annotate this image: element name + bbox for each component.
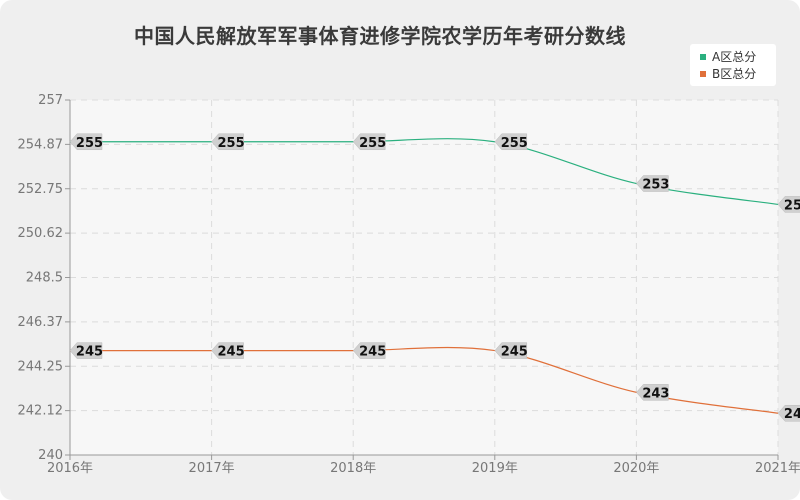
y-tick-label: 252.75: [18, 182, 64, 197]
data-label: 253: [642, 178, 669, 193]
y-tick-label: 248.5: [26, 271, 63, 286]
data-label-tag: [777, 404, 800, 422]
data-label: 252: [784, 198, 800, 213]
y-tick-label: 254.87: [18, 137, 64, 152]
y-tick-label: 242.12: [18, 404, 64, 419]
data-label: 243: [642, 386, 669, 401]
data-label-tag: [494, 342, 528, 359]
y-tick-label: 250.62: [18, 226, 64, 241]
x-tick-label: 2020年: [613, 461, 659, 476]
y-tick-label: 246.37: [18, 315, 64, 330]
x-tick-label: 2017年: [189, 461, 235, 476]
data-label-tag: [494, 133, 528, 151]
legend-swatch-a: [700, 53, 706, 60]
legend-label-a: A区总分: [712, 50, 757, 64]
data-label: 255: [218, 136, 245, 151]
legend-item-b: B区总分: [700, 66, 756, 82]
data-label: 245: [76, 345, 103, 360]
x-tick-label: 2019年: [472, 461, 518, 476]
data-label-tag: [352, 342, 386, 359]
y-tick-label: 257: [38, 93, 63, 108]
data-label-tag: [352, 133, 386, 151]
legend-swatch-b: [700, 70, 706, 77]
data-label-tag: [69, 133, 103, 151]
data-label-tag: [636, 384, 669, 401]
data-label: 245: [501, 345, 528, 360]
data-label-tag: [636, 175, 669, 192]
legend-item-a: A区总分: [700, 49, 756, 65]
data-label: 245: [218, 345, 245, 360]
data-label: 255: [501, 136, 528, 151]
data-label-tag: [211, 133, 244, 151]
y-tick-label: 244.25: [18, 359, 64, 374]
data-label: 242: [784, 407, 800, 422]
data-label: 245: [359, 345, 386, 360]
data-label: 255: [359, 136, 386, 151]
chart-title: 中国人民解放军军事体育进修学院农学历年考研分数线: [134, 24, 626, 48]
x-tick-label: 2016年: [47, 461, 93, 476]
data-label-tag: [777, 196, 800, 213]
x-tick-label: 2021年: [755, 461, 800, 476]
chart-legend: A区总分 B区总分: [690, 44, 776, 86]
legend-label-b: B区总分: [712, 67, 757, 81]
x-tick-label: 2018年: [330, 461, 376, 476]
data-label-tag: [69, 342, 103, 359]
data-label: 255: [76, 136, 103, 151]
y-tick-label: 240: [38, 448, 63, 463]
data-label-tag: [211, 342, 244, 359]
